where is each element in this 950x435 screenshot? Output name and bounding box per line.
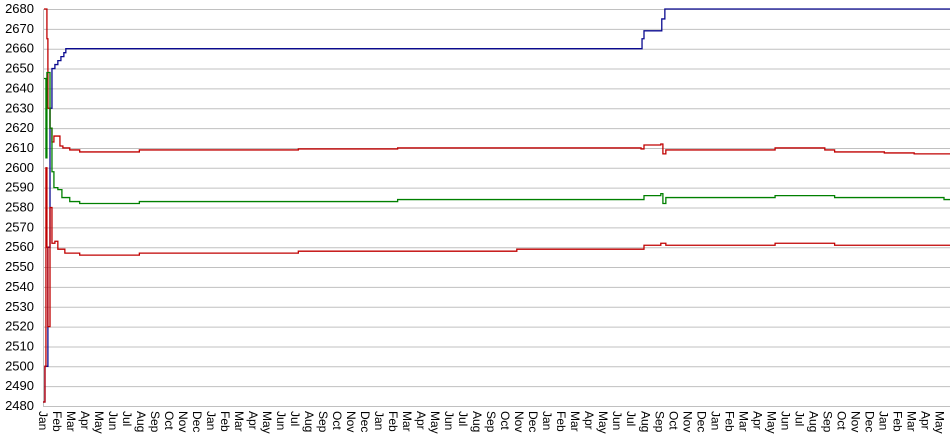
x-tick-label: Nov [344,411,358,432]
y-tick-label: 2670 [5,21,34,36]
x-tick-label: Oct [666,411,680,430]
x-tick-label: Apr [246,411,260,430]
x-tick-label: Dec [694,411,708,432]
x-tick-label: Jan [372,411,386,430]
x-tick-label: Nov [176,411,190,432]
x-tick-label: Jul [288,411,302,426]
y-tick-label: 2490 [5,378,34,393]
x-tick-label: Feb [890,411,904,432]
x-tick-label: Dec [526,411,540,432]
y-tick-label: 2570 [5,219,34,234]
x-tick-label: Jul [120,411,134,426]
y-tick-label: 2540 [5,279,34,294]
x-tick-label: Mar [568,411,582,432]
x-tick-label: May [428,411,442,434]
x-tick-label: Nov [848,411,862,432]
x-tick-label: Jan [708,411,722,430]
x-tick-label: Feb [554,411,568,432]
y-tick-label: 2480 [5,398,34,413]
series-line-1 [43,8,950,403]
x-tick-label: Sep [652,411,666,433]
x-tick-label: Apr [414,411,428,430]
x-tick-label: Mar [400,411,414,432]
y-tick-label: 2640 [5,80,34,95]
gridlines [43,9,950,407]
x-tick-label: Jun [442,411,456,430]
y-tick-label: 2520 [5,319,34,334]
y-tick-label: 2550 [5,259,34,274]
x-tick-label: Aug [470,411,484,432]
x-tick-label: Sep [484,411,498,433]
y-tick-label: 2530 [5,299,34,314]
x-tick-label: Aug [302,411,316,432]
y-tick-label: 2580 [5,200,34,215]
x-tick-label: Mar [64,411,78,432]
y-tick-label: 2500 [5,358,34,373]
series-line-2 [43,8,950,155]
x-tick-label: May [932,411,946,434]
x-tick-label: Dec [358,411,372,432]
x-tick-label: Nov [512,411,526,432]
y-tick-label: 2590 [5,180,34,195]
x-tick-label: Jun [274,411,288,430]
y-tick-label: 2660 [5,41,34,56]
y-tick-label: 2610 [5,140,34,155]
series-line-3 [43,71,950,205]
series-lines [43,8,950,403]
x-tick-label: Aug [134,411,148,432]
x-tick-label: Sep [316,411,330,433]
x-tick-label: Mar [904,411,918,432]
y-tick-label: 2620 [5,120,34,135]
x-tick-label: Jul [624,411,638,426]
x-tick-label: Feb [722,411,736,432]
x-tick-label: Sep [148,411,162,433]
y-axis: 2480 2490 2500 2510 2520 2530 2540 2550 2560 2570… [5,1,44,413]
x-tick-label: Mar [232,411,246,432]
x-tick-label: Aug [806,411,820,432]
x-tick-label: Jan [876,411,890,430]
x-tick-label: Jul [792,411,806,426]
x-tick-label: Jun [610,411,624,430]
x-tick-label: Apr [750,411,764,430]
x-tick-label: Dec [190,411,204,432]
x-tick-label: May [596,411,610,434]
x-tick-label: Oct [162,411,176,430]
x-tick-label: Jun [106,411,120,430]
x-tick-label: Feb [218,411,232,432]
x-axis: Jan Feb Mar Apr May Jun Jul Aug Sep Oct Nov Dec Jan F… [36,411,946,434]
y-tick-label: 2510 [5,338,34,353]
x-tick-label: Feb [386,411,400,432]
x-tick-label: Sep [820,411,834,433]
x-tick-label: Feb [50,411,64,432]
x-tick-label: Jun [778,411,792,430]
y-tick-label: 2600 [5,160,34,175]
x-tick-label: Jul [456,411,470,426]
x-tick-label: Nov [680,411,694,432]
y-tick-label: 2650 [5,61,34,76]
x-tick-label: Jan [540,411,554,430]
x-tick-label: May [260,411,274,434]
x-tick-label: Mar [736,411,750,432]
x-tick-label: Jan [36,411,50,430]
x-tick-label: Aug [638,411,652,432]
y-tick-label: 2630 [5,100,34,115]
y-tick-label: 2560 [5,239,34,254]
x-tick-label: Dec [862,411,876,432]
x-tick-label: Oct [330,411,344,430]
x-tick-label: May [764,411,778,434]
x-tick-label: Oct [498,411,512,430]
y-tick-label: 2680 [5,1,34,16]
x-tick-label: Apr [918,411,932,430]
x-tick-label: May [92,411,106,434]
x-tick-label: Apr [78,411,92,430]
x-tick-label: Oct [834,411,848,430]
x-tick-label: Jan [204,411,218,430]
series-line-4 [43,167,950,403]
x-tick-label: Apr [582,411,596,430]
